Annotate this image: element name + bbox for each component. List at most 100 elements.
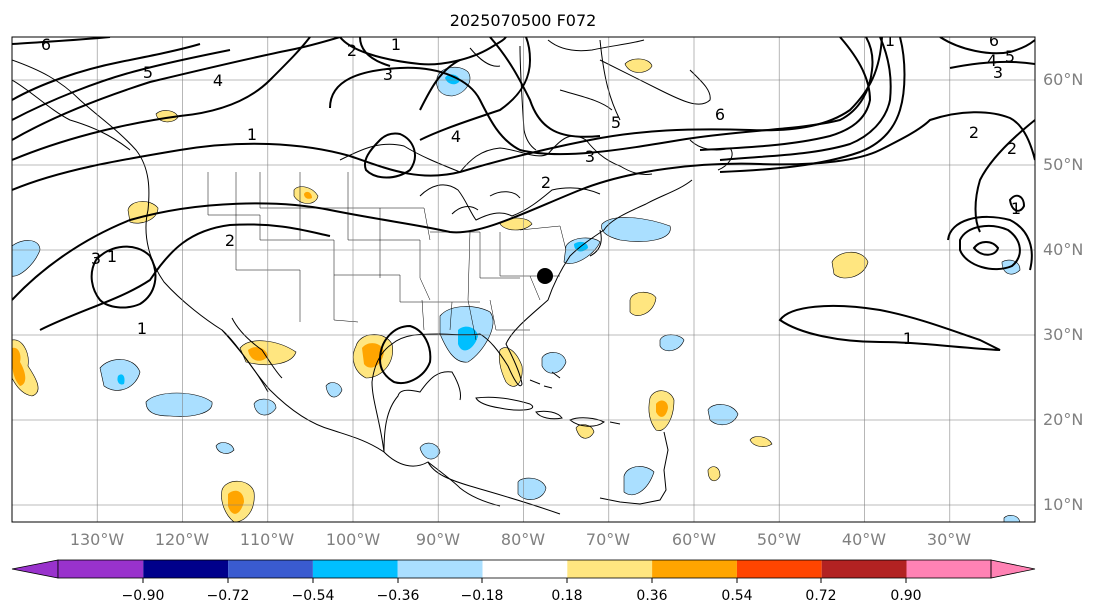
colorbar-extend-low — [11, 559, 59, 579]
contour-label: 2 — [347, 41, 357, 60]
contour-label: 1 — [903, 329, 913, 348]
contour-label: 4 — [451, 127, 461, 146]
colorbar-tick-label: 0.18 — [551, 588, 582, 604]
shaded-area — [12, 347, 26, 386]
lat-tick-label: 30°N — [1043, 325, 1083, 344]
shaded-area — [248, 347, 268, 361]
colorbar-swatch — [736, 560, 822, 578]
colorbar-tick-label: 0.36 — [636, 588, 667, 604]
colorbar-swatch — [482, 560, 568, 578]
shaded-area — [541, 352, 567, 374]
colorbar-swatch — [143, 560, 229, 578]
contour-label: 3 — [585, 147, 595, 166]
shaded-area — [623, 466, 655, 496]
colorbar-tick-label: 0.90 — [890, 588, 921, 604]
shaded-area — [215, 442, 235, 454]
lon-tick-label: 30°W — [927, 530, 971, 549]
shaded-area — [831, 251, 869, 279]
lon-tick-label: 110°W — [240, 530, 295, 549]
contour-label: 1 — [137, 319, 147, 338]
contour-label: 1 — [391, 35, 401, 54]
contour-label: 6 — [989, 31, 999, 50]
shaded-area — [325, 382, 343, 398]
shaded-area — [228, 490, 244, 514]
coastlines — [12, 39, 733, 515]
colorbar-swatch — [58, 560, 144, 578]
lat-tick-label: 10°N — [1043, 495, 1083, 514]
shaded-area — [458, 326, 478, 351]
colorbar-tick-label: −0.18 — [461, 588, 504, 604]
state-borders — [207, 172, 567, 341]
figure-title: 2025070500 F072 — [450, 11, 597, 30]
contour-label: 4 — [987, 51, 997, 70]
colorbar-swatch — [821, 560, 907, 578]
contour-label: 3 — [993, 63, 1003, 82]
lon-tick-label: 80°W — [501, 530, 545, 549]
colorbar-frame — [57, 559, 992, 579]
colorbar-swatch — [397, 560, 483, 578]
latitude-tick-labels: 10°N 20°N 30°N 40°N 50°N 60°N — [1043, 70, 1083, 514]
contour-label: 1 — [247, 125, 257, 144]
contour-label: 5 — [611, 113, 621, 132]
shaded-area — [656, 400, 668, 417]
contour-label: 6 — [715, 105, 725, 124]
colorbar-tick-label: 0.72 — [805, 588, 836, 604]
lon-tick-label: 130°W — [70, 530, 125, 549]
contour-label: 1 — [1011, 199, 1021, 218]
location-marker — [537, 268, 553, 284]
contour-label: 2 — [1007, 139, 1017, 158]
shaded-area — [304, 191, 312, 199]
colorbar-swatch — [906, 560, 991, 578]
lon-tick-label: 120°W — [155, 530, 210, 549]
shaded-area — [1003, 515, 1021, 522]
colorbar-tick-label: −0.72 — [207, 588, 250, 604]
colorbar-extend-high — [990, 559, 1036, 579]
contour-label: 4 — [213, 71, 223, 90]
contour-label: 1 — [885, 31, 895, 50]
shaded-area — [707, 466, 721, 482]
gridlines — [12, 37, 1035, 522]
colorbar-swatch — [228, 560, 313, 578]
contour-label: 2 — [225, 231, 235, 250]
lat-tick-label: 50°N — [1043, 155, 1083, 174]
contour-label: 2 — [969, 123, 979, 142]
colorbar: −0.90 −0.72 −0.54 −0.36 −0.18 0.18 0.36 … — [11, 559, 1036, 604]
lon-tick-label: 50°W — [757, 530, 801, 549]
contour-label: 1 — [107, 247, 117, 266]
lon-tick-label: 90°W — [416, 530, 460, 549]
colorbar-tick-marks — [142, 578, 907, 583]
colorbar-swatch — [312, 560, 398, 578]
lat-tick-label: 60°N — [1043, 70, 1083, 89]
shaded-area — [362, 343, 384, 368]
colorbar-tick-label: 0.54 — [721, 588, 752, 604]
shaded-area — [624, 58, 653, 73]
lat-tick-label: 20°N — [1043, 410, 1083, 429]
lat-tick-label: 40°N — [1043, 240, 1083, 259]
map-panel: 6 1 2 3 5 4 4 1 6 5 3 2 2 1 3 2 1 1 1 2 … — [12, 31, 1035, 522]
shaded-area — [749, 436, 773, 447]
map-frame — [11, 36, 1036, 523]
colorbar-tick-label: −0.90 — [122, 588, 165, 604]
contour-label: 2 — [541, 173, 551, 192]
longitude-tick-labels: 130°W 120°W 110°W 100°W 90°W 80°W 70°W 6… — [70, 530, 971, 549]
shaded-area — [253, 398, 277, 416]
colorbar-tick-label: −0.36 — [377, 588, 420, 604]
shaded-area — [419, 442, 441, 460]
shaded-area — [445, 74, 460, 85]
shaded-area — [117, 374, 125, 385]
contour-lines — [12, 37, 1035, 384]
lon-tick-label: 100°W — [326, 530, 381, 549]
contour-labels: 6 1 2 3 5 4 4 1 6 5 3 2 2 1 3 2 1 1 1 2 … — [41, 31, 1021, 348]
shaded-area — [601, 217, 671, 242]
contour-label: 5 — [143, 63, 153, 82]
lon-tick-label: 40°W — [842, 530, 886, 549]
contour-label: 3 — [91, 249, 101, 268]
lon-tick-label: 70°W — [586, 530, 630, 549]
shaded-area — [575, 424, 595, 439]
contour-label: 5 — [1005, 47, 1015, 66]
shaded-area — [145, 392, 213, 417]
colorbar-swatch — [567, 560, 653, 578]
contour-label: 3 — [383, 65, 393, 84]
contour-label: 6 — [41, 35, 51, 54]
